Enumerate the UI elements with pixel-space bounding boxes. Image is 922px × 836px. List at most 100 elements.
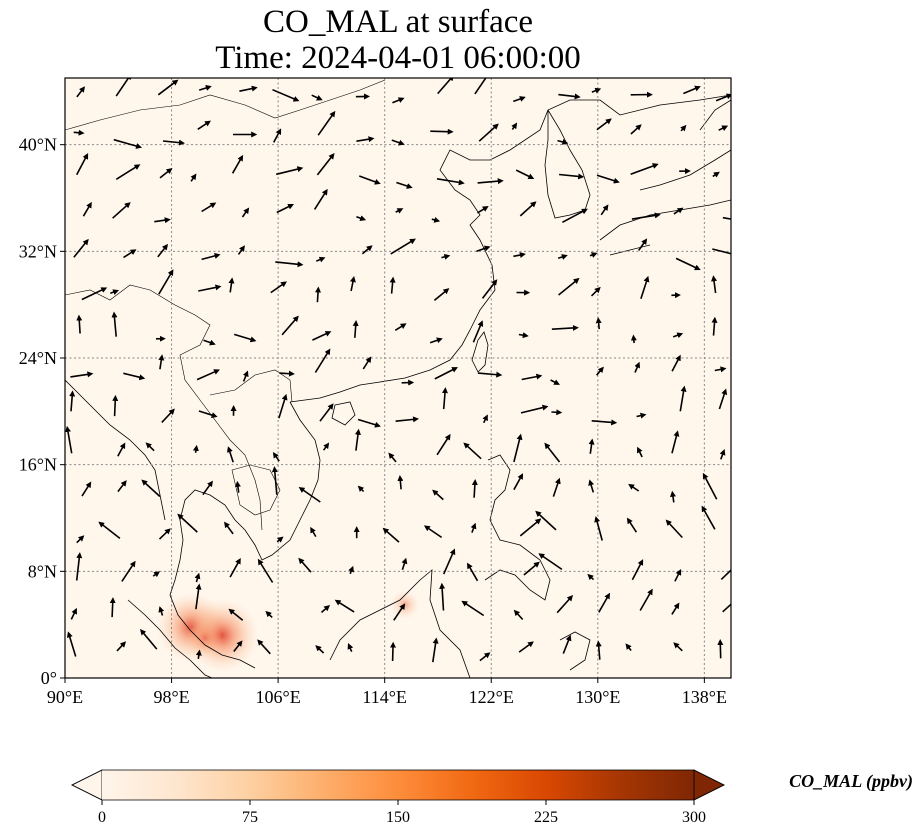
wind-arrow [471,479,478,498]
wind-arrow [314,348,331,373]
wind-arrow [192,444,199,453]
wind-arrow [202,480,213,496]
wind-arrow [195,649,202,660]
x-tick-label: 138°E [682,687,727,707]
gridlines [65,78,731,678]
wind-arrow [198,410,218,418]
y-tick-label: 40°N [19,135,57,155]
wind-arrow [111,311,118,337]
wind-arrow [513,252,526,258]
wind-arrow [319,403,334,422]
wind-arrow [75,153,89,176]
wind-arrow [538,553,563,571]
wind-arrow [272,88,300,102]
wind-arrow [310,526,317,537]
wind-arrow [472,320,484,343]
wind-arrow [278,393,288,419]
wind-arrow [477,178,504,185]
wind-arrow [556,595,574,614]
wind-arrow [228,608,244,621]
wind-arrow [478,123,499,142]
colorbar-tick-label: 0 [98,809,106,826]
x-tick-label: 106°E [256,687,301,707]
wind-arrow [683,85,701,95]
wind-arrow [224,521,234,535]
colorbar-gradient [102,770,694,800]
wind-arrow [630,124,642,135]
wind-arrow [631,559,644,581]
concentration-hotspot [389,590,420,620]
wind-arrow [76,314,83,334]
wind-arrow [75,552,83,581]
wind-arrow [154,217,171,224]
wind-arrow [347,643,354,653]
wind-arrow [298,486,321,503]
wind-arrow [712,171,720,178]
wind-arrow [397,475,404,490]
wind-arrow [521,373,543,381]
y-tick-label: 24°N [19,348,57,368]
x-tick-label: 90°E [47,687,83,707]
wind-arrow [431,216,441,223]
wind-arrow [434,367,458,380]
wind-arrow [588,438,595,454]
wind-arrow [275,261,304,268]
wind-arrow [558,93,581,100]
wind-arrow [357,418,381,428]
colorbar-extend-max [693,769,725,801]
wind-arrow [270,281,287,294]
wind-arrow [194,572,201,583]
wind-arrow [198,85,212,91]
wind-arrow [356,136,375,143]
wind-arrow [630,334,637,344]
wind-arrow [638,238,648,251]
wind-arrow [511,122,518,130]
wind-arrow [233,333,257,343]
wind-arrow [158,354,165,370]
wind-arrow [66,631,77,657]
wind-arrow [474,78,487,95]
wind-arrow [320,604,331,614]
wind-arrow [423,525,443,539]
wind-arrow [520,404,549,414]
wind-arrow [203,339,216,346]
wind-arrow [673,207,684,215]
wind-arrow [461,600,485,617]
y-tick-label: 8°N [28,561,57,581]
wind-arrow [476,245,491,252]
wind-arrow [157,79,179,96]
wind-arrow [439,582,446,611]
x-tick-label: 114°E [362,687,407,707]
wind-arrow [722,216,731,220]
wind-arrow [121,560,136,582]
wind-arrow [679,385,687,412]
wind-arrow [112,394,119,417]
wind-arrow [591,419,618,426]
wind-arrow [432,637,439,663]
x-tick-label: 122°E [469,687,514,707]
wind-arrow [394,323,407,331]
wind-arrow [463,442,482,460]
wind-arrow [718,388,728,410]
wind-arrow [315,256,326,263]
wind-arrow [389,641,396,662]
wind-arrow [389,276,396,294]
wind-arrow [634,361,640,373]
y-tick-label: 16°N [19,455,57,475]
colorbar-label: CO_MAL (ppbv) [789,771,913,792]
wind-arrow [430,128,454,135]
wind-arrow [401,557,408,570]
wind-arrow [626,517,638,533]
wind-arrow [311,94,323,101]
wind-arrow [197,120,211,130]
wind-arrow [81,287,108,301]
wind-arrow [437,78,455,95]
wind-arrow [115,164,141,180]
wind-arrow [714,366,727,373]
wind-arrow [550,379,560,385]
wind-vectors [65,78,731,663]
wind-arrow [234,480,241,493]
wind-arrow [591,87,602,94]
wind-arrow [352,320,359,338]
wind-arrow [231,154,244,174]
